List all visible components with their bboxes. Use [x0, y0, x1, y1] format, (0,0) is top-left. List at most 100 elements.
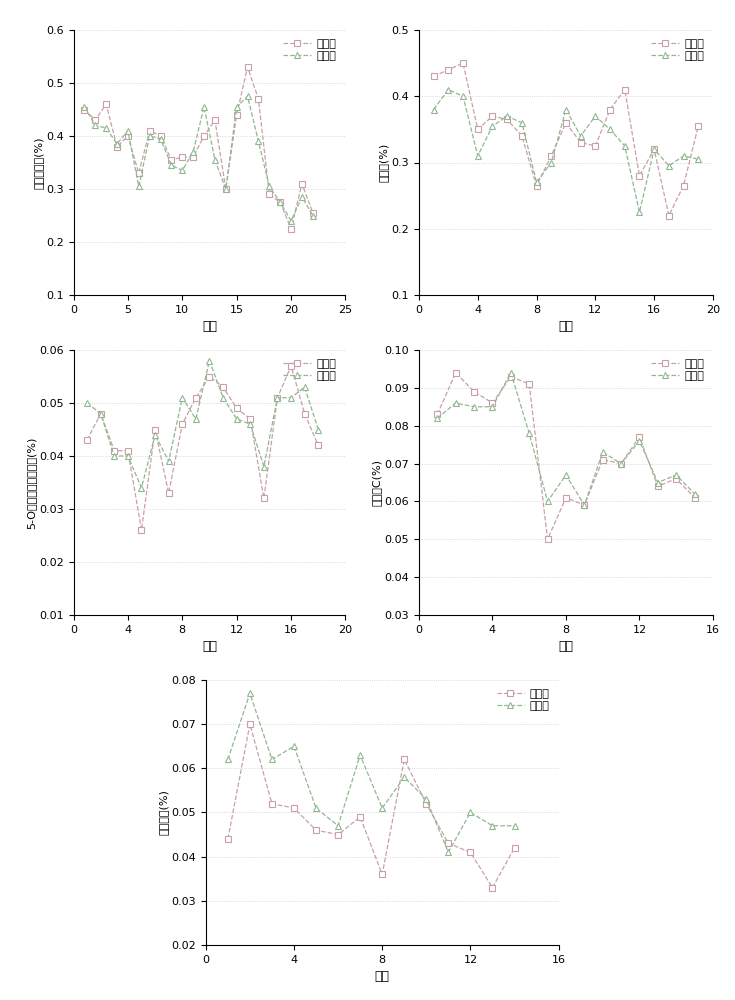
- Y-axis label: 淫羊藿苷(%): 淫羊藿苷(%): [159, 790, 168, 835]
- X-axis label: 编号: 编号: [202, 320, 217, 333]
- Line: 实测值: 实测值: [431, 60, 701, 218]
- 实测值: [200, 130, 209, 142]
- 预测值: [400, 771, 409, 783]
- 实测值: [620, 84, 629, 96]
- X-axis label: 编号: 编号: [202, 640, 217, 653]
- 预测值: [178, 164, 187, 176]
- 实测值: [679, 180, 688, 192]
- 预测值: [429, 103, 438, 115]
- 实测值: [694, 120, 703, 132]
- 预测值: [164, 455, 173, 467]
- 预测值: [146, 130, 154, 142]
- 预测值: [123, 125, 132, 137]
- X-axis label: 编号: 编号: [559, 640, 573, 653]
- Line: 实测值: 实测值: [434, 370, 698, 542]
- 实测值: [422, 798, 431, 810]
- 实测值: [146, 125, 154, 137]
- 实测值: [606, 103, 614, 115]
- 实测值: [221, 183, 230, 195]
- 预测值: [444, 84, 453, 96]
- Legend: 实测值, 预测值: 实测值, 预测值: [493, 686, 553, 714]
- Line: 实测值: 实测值: [225, 721, 517, 890]
- 实测值: [543, 533, 552, 545]
- Legend: 实测值, 预测值: 实测值, 预测值: [280, 356, 340, 384]
- 实测值: [334, 829, 343, 841]
- 预测值: [101, 122, 110, 134]
- 实测值: [503, 113, 512, 125]
- 实测值: [433, 408, 442, 420]
- 实测值: [265, 188, 273, 200]
- 预测值: [672, 469, 681, 481]
- 预测值: [232, 101, 241, 113]
- 实测值: [451, 367, 460, 379]
- X-axis label: 编号: 编号: [559, 320, 573, 333]
- 实测值: [112, 141, 121, 153]
- 实测值: [232, 109, 241, 121]
- Line: 实测值: 实测值: [82, 64, 315, 232]
- 预测值: [591, 110, 600, 122]
- 预测值: [298, 191, 306, 203]
- 预测值: [488, 820, 497, 832]
- 预测值: [80, 101, 89, 113]
- 实测值: [219, 381, 228, 393]
- 实测值: [178, 151, 187, 163]
- 实测值: [135, 167, 143, 179]
- 实测值: [635, 170, 644, 182]
- 实测值: [167, 154, 176, 166]
- 实测值: [123, 445, 132, 457]
- 预测值: [287, 215, 295, 227]
- 实测值: [506, 370, 515, 382]
- 预测值: [334, 820, 343, 832]
- 预测值: [189, 146, 198, 158]
- Line: 预测值: 预测值: [434, 370, 698, 508]
- 预测值: [606, 123, 614, 135]
- 实测值: [151, 424, 159, 436]
- 预测值: [91, 119, 100, 131]
- 实测值: [473, 123, 482, 135]
- 实测值: [245, 413, 254, 425]
- 预测值: [378, 802, 387, 814]
- 实测值: [488, 397, 497, 409]
- 预测值: [314, 424, 323, 436]
- 实测值: [532, 180, 541, 192]
- 实测值: [598, 454, 607, 466]
- 实测值: [210, 114, 219, 126]
- 预测值: [112, 138, 121, 150]
- 预测值: [620, 140, 629, 152]
- 预测值: [243, 90, 252, 102]
- 实测值: [664, 210, 673, 222]
- 实测值: [525, 378, 534, 390]
- 实测值: [205, 370, 214, 382]
- 实测值: [178, 418, 187, 430]
- 预测值: [356, 749, 365, 761]
- 预测值: [273, 392, 282, 404]
- 预测值: [503, 110, 512, 122]
- 实测值: [191, 392, 200, 404]
- Legend: 实测值, 预测值: 实测值, 预测值: [280, 36, 340, 64]
- 实测值: [273, 392, 282, 404]
- Legend: 实测值, 预测值: 实测值, 预测值: [648, 36, 707, 64]
- 预测值: [178, 392, 187, 404]
- 预测值: [200, 101, 209, 113]
- 预测值: [312, 802, 320, 814]
- 实测值: [444, 64, 453, 76]
- 预测值: [268, 754, 276, 766]
- 实测值: [156, 130, 165, 142]
- 预测值: [562, 469, 570, 481]
- 实测值: [287, 360, 295, 372]
- 实测值: [690, 492, 699, 504]
- 实测值: [80, 103, 89, 115]
- 实测值: [635, 431, 644, 443]
- 预测值: [576, 130, 585, 142]
- 预测值: [156, 133, 165, 145]
- 预测值: [459, 90, 467, 102]
- 预测值: [123, 450, 132, 462]
- 预测值: [466, 806, 475, 818]
- 预测值: [488, 120, 497, 132]
- 实测值: [309, 207, 318, 219]
- 实测值: [189, 151, 198, 163]
- 实测值: [617, 458, 625, 470]
- 实测值: [101, 98, 110, 110]
- Y-axis label: 朝藿定C(%): 朝藿定C(%): [372, 459, 381, 506]
- 实测值: [243, 61, 252, 73]
